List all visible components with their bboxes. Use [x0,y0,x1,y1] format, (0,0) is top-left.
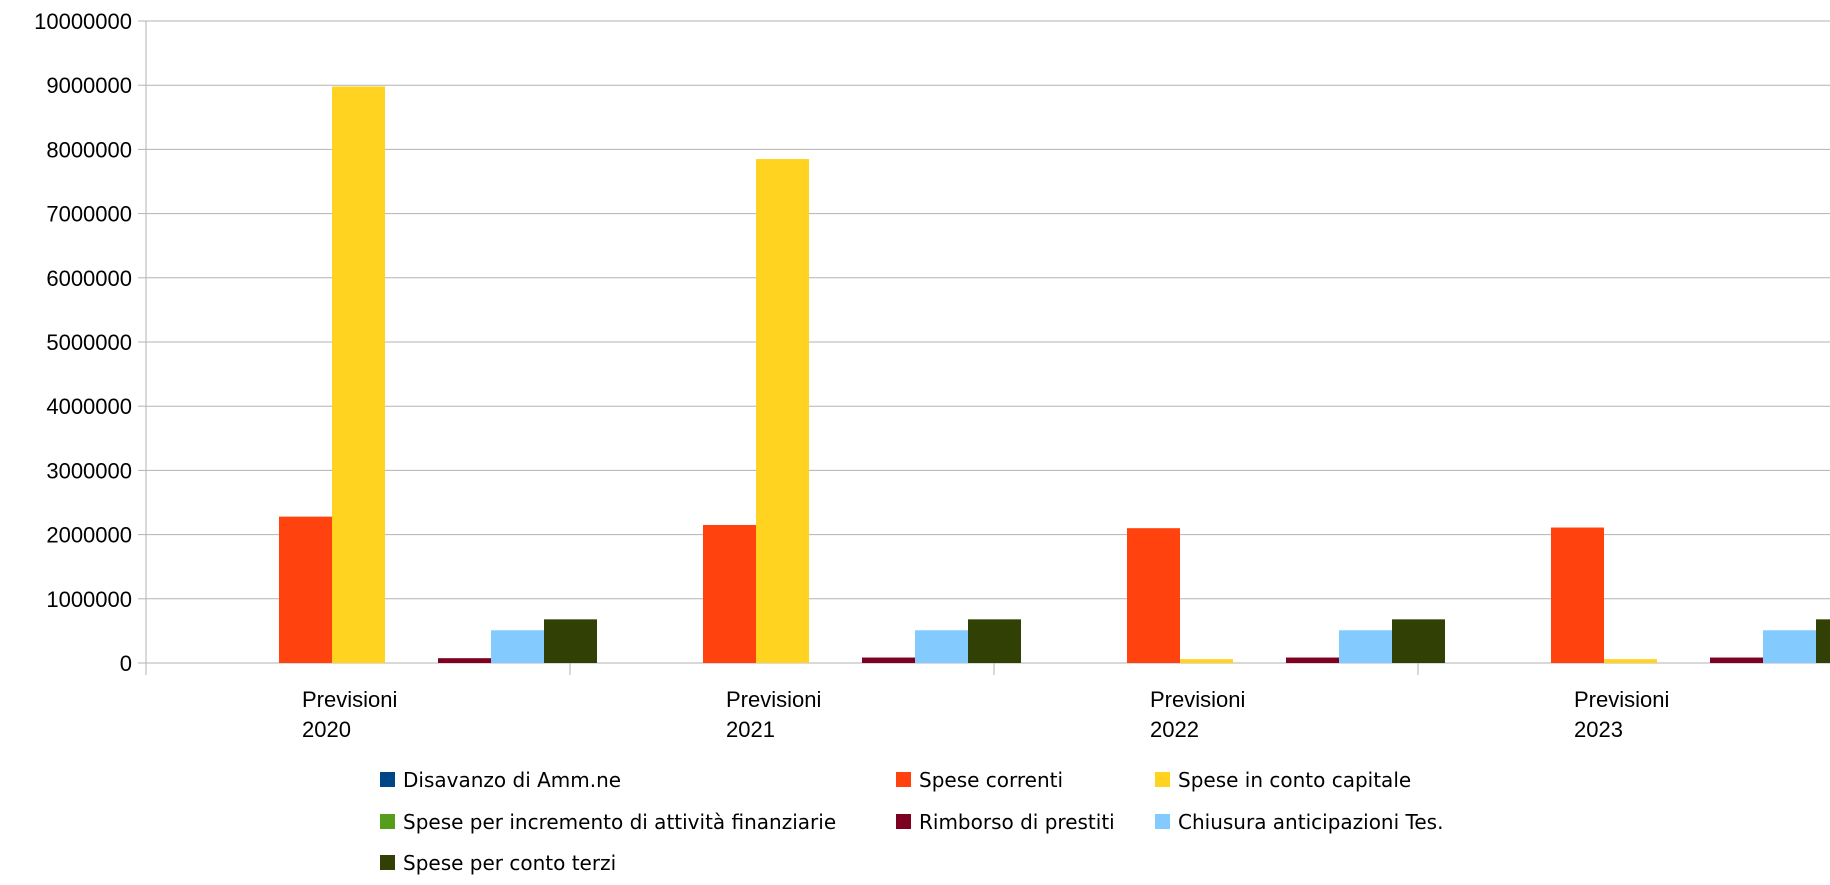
bar [1180,659,1233,663]
legend-swatch [380,814,395,829]
x-tick-label: Previsioni [1574,687,1669,712]
bar [1339,630,1392,663]
legend-swatch [1155,814,1170,829]
bar [915,630,968,663]
y-tick-label: 8000000 [46,137,132,162]
bar [1127,528,1180,663]
y-tick-label: 2000000 [46,523,132,548]
bar [491,630,544,663]
axis-labels: 0 1000000 2000000 3000000 4000000 5000000 6000… [34,9,1669,742]
legend-label: Spese per conto terzi [403,851,616,875]
bar [862,657,915,663]
gridlines [146,20,1830,600]
bar [332,86,385,663]
bar [1286,657,1339,663]
legend-label: Disavanzo di Amm.ne [403,768,621,792]
legend-label: Chiusura anticipazioni Tes. [1178,810,1443,834]
y-tick-label: 7000000 [46,202,132,227]
y-tick-label: 1000000 [46,587,132,612]
legend-swatch [380,855,395,870]
y-tick-label: 3000000 [46,458,132,483]
y-tick-label: 10000000 [34,9,132,34]
bar [1551,527,1604,663]
x-tick-label: Previsioni [1150,687,1245,712]
bar [1710,657,1763,663]
y-tick-label: 6000000 [46,266,132,291]
legend-swatch [1155,772,1170,787]
legend-label: Spese in conto capitale [1178,768,1411,792]
legend: Disavanzo di Amm.ne Spese correnti Spese i… [380,768,1443,875]
y-tick-label: 4000000 [46,394,132,419]
bar [1392,619,1445,663]
x-tick-label: Previsioni [302,687,397,712]
bar [279,516,332,663]
legend-label: Rimborso di prestiti [919,810,1115,834]
bar [544,619,597,663]
bar [703,524,756,663]
x-tick-label: 2023 [1574,717,1623,742]
bar [1604,659,1657,663]
bar [756,159,809,663]
y-tick-label: 0 [120,651,132,676]
bar [1763,630,1816,663]
legend-label: Spese per incremento di attività finanzi… [403,810,836,834]
bar [438,658,491,663]
bar [1816,619,1830,663]
bar [968,619,1021,663]
legend-swatch [380,772,395,787]
legend-label: Spese correnti [919,768,1063,792]
x-tick-label: 2022 [1150,717,1199,742]
bars [279,86,1830,663]
x-tick-label: 2020 [302,717,351,742]
x-tick-label: 2021 [726,717,775,742]
x-tick-label: Previsioni [726,687,821,712]
legend-swatch [896,772,911,787]
y-tick-label: 5000000 [46,330,132,355]
y-tick-label: 9000000 [46,73,132,98]
legend-swatch [896,814,911,829]
